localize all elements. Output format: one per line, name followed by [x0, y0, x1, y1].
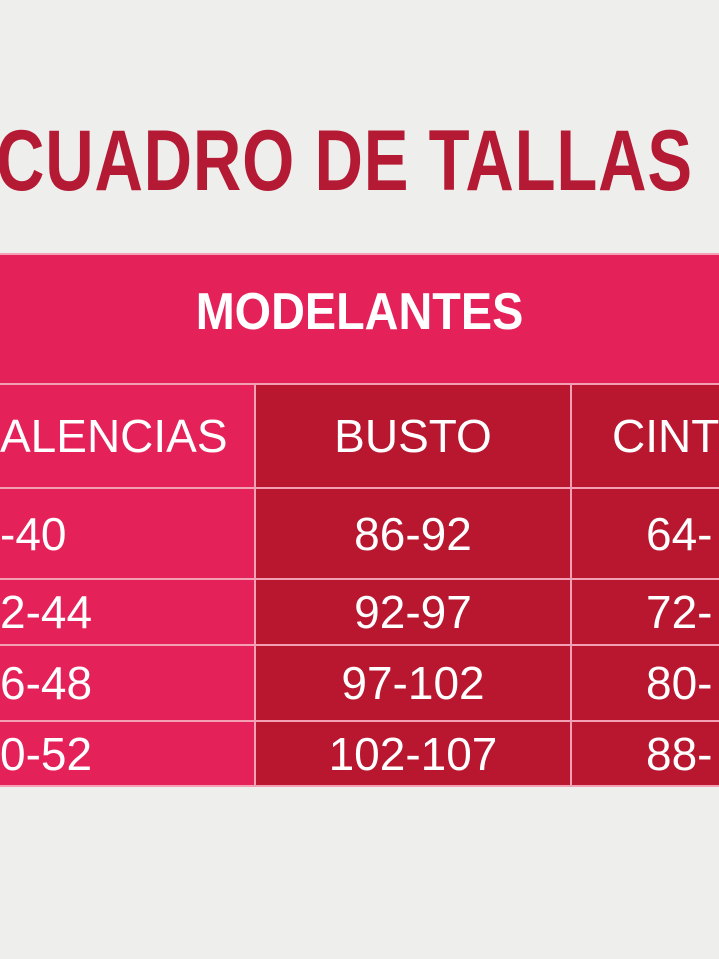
table-cell: 92-97 — [256, 580, 570, 644]
table-cell: 86-92 — [256, 489, 570, 578]
table-header-cell: ALENCIAS — [0, 385, 254, 487]
table-cell: 97-102 — [256, 646, 570, 720]
table-cell: 80- — [572, 646, 719, 720]
table-cell: -40 — [0, 489, 254, 578]
table-cell: 88- — [572, 722, 719, 785]
table-header-cell: CINT — [572, 385, 719, 487]
page-title: CUADRO DE TALLAS — [0, 113, 693, 209]
table-cell: 0-52 — [0, 722, 254, 785]
table-header-cell: BUSTO — [256, 385, 570, 487]
table-cell: 64- — [572, 489, 719, 578]
table-caption-band — [0, 253, 719, 385]
table-cell: 2-44 — [0, 580, 254, 644]
table-caption: MODELANTES — [195, 283, 524, 341]
table-cell: 72- — [572, 580, 719, 644]
table-cell: 102-107 — [256, 722, 570, 785]
table-cell: 6-48 — [0, 646, 254, 720]
